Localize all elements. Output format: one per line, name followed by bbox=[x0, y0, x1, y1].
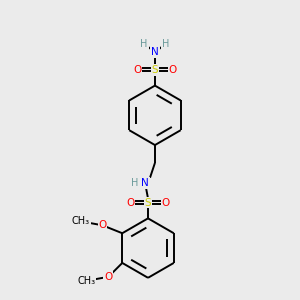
Text: CH₃: CH₃ bbox=[72, 216, 90, 226]
Text: H: H bbox=[140, 39, 148, 49]
Text: N: N bbox=[151, 47, 159, 57]
Text: CH₃: CH₃ bbox=[77, 276, 96, 286]
Text: N: N bbox=[141, 178, 149, 188]
Text: O: O bbox=[169, 65, 177, 75]
Text: S: S bbox=[145, 197, 151, 208]
Text: O: O bbox=[104, 272, 112, 282]
Text: O: O bbox=[133, 65, 141, 75]
Text: O: O bbox=[162, 197, 170, 208]
Text: S: S bbox=[152, 65, 158, 75]
Text: O: O bbox=[126, 197, 134, 208]
Text: H: H bbox=[131, 178, 139, 188]
Text: H: H bbox=[162, 39, 169, 49]
Text: O: O bbox=[98, 220, 106, 230]
